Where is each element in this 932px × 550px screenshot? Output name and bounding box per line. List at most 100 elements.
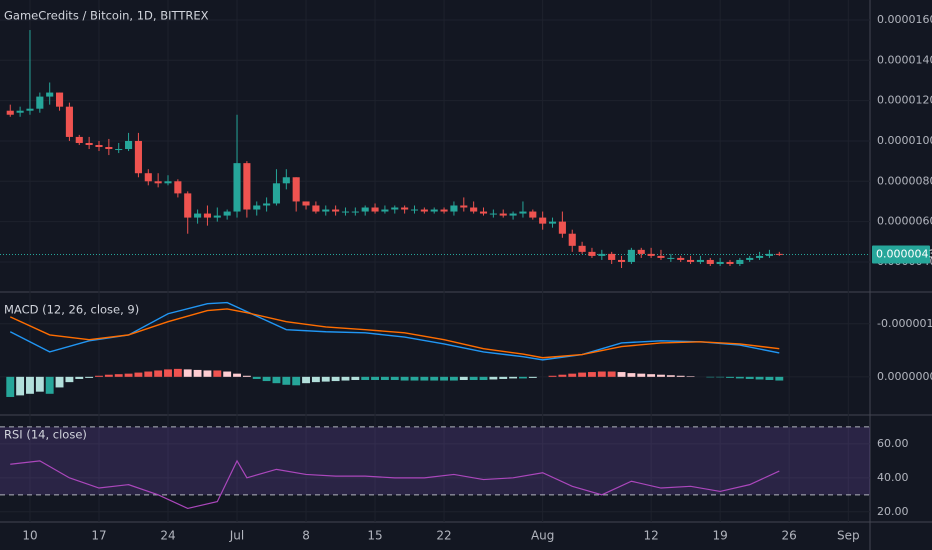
histogram-bar bbox=[233, 373, 241, 377]
candle-body bbox=[578, 245, 586, 252]
candle-body bbox=[194, 213, 202, 218]
histogram-bar bbox=[459, 376, 468, 381]
histogram-bar bbox=[440, 376, 449, 381]
candle-body bbox=[341, 211, 350, 213]
histogram-bar bbox=[302, 376, 310, 384]
candle-body bbox=[164, 181, 172, 184]
candle-body bbox=[529, 211, 537, 218]
candle-body bbox=[351, 211, 359, 213]
histogram-bar bbox=[95, 375, 103, 377]
candle-body bbox=[223, 211, 231, 216]
histogram-bar bbox=[75, 376, 84, 379]
candle-body bbox=[381, 209, 389, 212]
histogram-bar bbox=[479, 376, 488, 381]
candle-body bbox=[430, 209, 438, 212]
candle-body bbox=[312, 205, 320, 212]
candle-body bbox=[667, 257, 675, 259]
candle-body bbox=[282, 177, 290, 184]
x-tick-label: Sep bbox=[837, 529, 860, 543]
y-tick-label: 60.00 bbox=[877, 437, 909, 450]
candle-body bbox=[716, 261, 724, 264]
candle-body bbox=[617, 259, 626, 262]
candle-body bbox=[322, 209, 330, 212]
histogram-bar bbox=[213, 370, 222, 377]
candle-body bbox=[144, 173, 152, 182]
candle-body bbox=[440, 209, 448, 212]
histogram-bar bbox=[311, 376, 320, 383]
histogram-bar bbox=[765, 376, 774, 381]
histogram-bar bbox=[617, 372, 626, 377]
candle-body bbox=[134, 140, 142, 174]
candle-body bbox=[75, 136, 83, 143]
candle-body bbox=[391, 207, 399, 210]
histogram-bar bbox=[430, 376, 439, 381]
candle-body bbox=[115, 149, 123, 151]
candle-body bbox=[184, 193, 192, 218]
candle-body bbox=[125, 140, 133, 150]
histogram-bar bbox=[548, 375, 557, 377]
histogram-bar bbox=[637, 373, 646, 377]
histogram-bar bbox=[568, 373, 577, 377]
candle-body bbox=[420, 209, 428, 212]
candle-body bbox=[243, 163, 251, 210]
candle-body bbox=[56, 92, 64, 107]
histogram-bar bbox=[380, 376, 389, 381]
candle-body bbox=[687, 259, 695, 262]
candle-body bbox=[539, 217, 547, 224]
candle-body bbox=[213, 215, 221, 218]
histogram-bar bbox=[252, 376, 261, 379]
x-tick-label: Aug bbox=[531, 529, 554, 543]
histogram-bar bbox=[686, 376, 695, 377]
histogram-bar bbox=[509, 376, 518, 379]
candle-body bbox=[588, 251, 596, 256]
histogram-bar bbox=[292, 376, 301, 386]
histogram-bar bbox=[114, 374, 123, 377]
candle-body bbox=[26, 108, 34, 111]
histogram-bar bbox=[657, 374, 665, 377]
candle-body bbox=[499, 213, 507, 216]
histogram-bar bbox=[400, 376, 409, 381]
histogram-bar bbox=[55, 376, 64, 388]
x-tick-label: Jul bbox=[229, 529, 244, 543]
rsi-band-fill bbox=[0, 426, 870, 495]
histogram-bar bbox=[65, 376, 74, 383]
candle-body bbox=[647, 253, 655, 256]
histogram-bar bbox=[735, 376, 744, 379]
last-price-box bbox=[872, 245, 930, 264]
candle-body bbox=[332, 209, 340, 212]
histogram-bar bbox=[134, 372, 143, 377]
candle-body bbox=[519, 211, 527, 214]
histogram-bar bbox=[331, 376, 340, 382]
histogram-bar bbox=[558, 374, 567, 377]
x-tick-label: 12 bbox=[643, 529, 658, 543]
histogram-bar bbox=[262, 376, 271, 382]
histogram-bar bbox=[706, 376, 715, 378]
candle-body bbox=[598, 253, 606, 256]
candle-body bbox=[85, 142, 93, 145]
candle-body bbox=[568, 233, 576, 246]
candle-body bbox=[105, 147, 113, 150]
y-tick-label: 0.00000600 bbox=[877, 215, 932, 228]
histogram-bar bbox=[341, 376, 350, 381]
indicator-title: MACD (12, 26, close, 9) bbox=[4, 303, 139, 317]
candle-body bbox=[95, 144, 103, 148]
histogram-bar bbox=[282, 376, 291, 385]
y-tick-label: 0.00000000 bbox=[877, 370, 932, 383]
candle-body bbox=[558, 221, 566, 234]
indicator-line bbox=[9, 308, 780, 359]
x-tick-label: 15 bbox=[367, 529, 382, 543]
candle-body bbox=[203, 213, 211, 218]
y-tick-label: 0.00000800 bbox=[877, 174, 932, 187]
histogram-bar bbox=[745, 376, 754, 379]
histogram-bar bbox=[726, 376, 734, 378]
histogram-bar bbox=[203, 370, 212, 377]
candle-body bbox=[637, 249, 645, 254]
candle-body bbox=[765, 253, 773, 256]
candle-body bbox=[272, 183, 281, 204]
candle-body bbox=[470, 207, 478, 212]
y-tick-label: 40.00 bbox=[877, 471, 909, 484]
candle-body bbox=[174, 181, 182, 194]
y-tick-label: 20.00 bbox=[877, 505, 909, 518]
histogram-bar bbox=[154, 370, 163, 377]
